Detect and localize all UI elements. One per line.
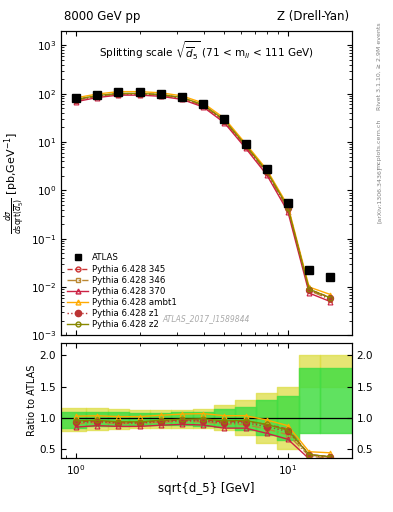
ATLAS — [243, 141, 248, 147]
ATLAS — [180, 94, 184, 100]
Line: ATLAS: ATLAS — [72, 88, 334, 281]
Y-axis label: Ratio to ATLAS: Ratio to ATLAS — [27, 365, 37, 436]
ATLAS — [264, 165, 269, 172]
ATLAS — [137, 89, 142, 95]
ATLAS — [286, 200, 290, 206]
ATLAS — [73, 95, 78, 101]
ATLAS — [307, 267, 312, 273]
Legend: ATLAS, Pythia 6.428 345, Pythia 6.428 346, Pythia 6.428 370, Pythia 6.428 ambt1,: ATLAS, Pythia 6.428 345, Pythia 6.428 34… — [65, 252, 178, 331]
Text: Rivet 3.1.10, ≥ 2.9M events: Rivet 3.1.10, ≥ 2.9M events — [377, 23, 382, 111]
ATLAS — [116, 89, 121, 95]
X-axis label: sqrt{d_5} [GeV]: sqrt{d_5} [GeV] — [158, 482, 255, 496]
ATLAS — [95, 92, 99, 98]
ATLAS — [158, 91, 163, 97]
ATLAS — [222, 116, 227, 122]
Text: 8000 GeV pp: 8000 GeV pp — [64, 10, 140, 23]
Text: mcplots.cern.ch: mcplots.cern.ch — [377, 118, 382, 168]
Text: [arXiv:1306.3436]: [arXiv:1306.3436] — [377, 166, 382, 223]
Y-axis label: $\frac{d\sigma}{d\mathrm{sqrt}(\overline{d}_5)}$ [pb,GeV$^{-1}$]: $\frac{d\sigma}{d\mathrm{sqrt}(\overline… — [2, 132, 28, 234]
Text: Splitting scale $\sqrt{\overline{d}_5}$ (71 < m$_{ll}$ < 111 GeV): Splitting scale $\sqrt{\overline{d}_5}$ … — [99, 40, 314, 62]
ATLAS — [328, 274, 333, 280]
ATLAS — [201, 101, 206, 108]
Text: Z (Drell-Yan): Z (Drell-Yan) — [277, 10, 349, 23]
Text: ATLAS_2017_I1589844: ATLAS_2017_I1589844 — [163, 314, 250, 323]
